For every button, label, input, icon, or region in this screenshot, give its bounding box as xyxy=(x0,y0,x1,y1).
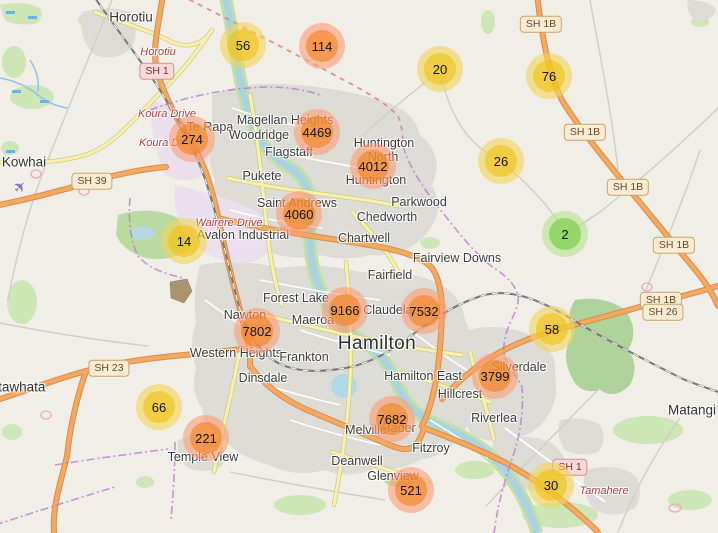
cluster-count: 4012 xyxy=(357,150,389,182)
cluster-marker[interactable]: 4469 xyxy=(294,109,340,155)
cluster-marker[interactable]: 58 xyxy=(529,306,575,352)
cluster-marker[interactable]: 114 xyxy=(299,23,345,69)
cluster-marker[interactable]: 30 xyxy=(528,462,574,508)
cluster-count: 4060 xyxy=(283,198,315,230)
cluster-marker[interactable]: 7682 xyxy=(369,396,415,442)
cluster-marker[interactable]: 521 xyxy=(388,467,434,513)
cluster-count: 26 xyxy=(485,145,517,177)
cluster-marker[interactable]: 56 xyxy=(220,22,266,68)
cluster-marker[interactable]: 7802 xyxy=(234,308,280,354)
cluster-count: 58 xyxy=(536,313,568,345)
cluster-count: 7532 xyxy=(408,295,440,327)
cluster-count: 9166 xyxy=(329,294,361,326)
cluster-marker[interactable]: 4012 xyxy=(350,143,396,189)
cluster-marker[interactable]: 7532 xyxy=(401,288,447,334)
boundaries xyxy=(0,0,524,533)
cluster-count: 66 xyxy=(143,391,175,423)
cluster-count: 56 xyxy=(227,29,259,61)
cluster-marker[interactable]: 66 xyxy=(136,384,182,430)
cluster-count: 20 xyxy=(424,53,456,85)
cluster-count: 30 xyxy=(535,469,567,501)
cluster-marker[interactable]: 26 xyxy=(478,138,524,184)
cluster-count: 14 xyxy=(168,225,200,257)
cluster-count: 114 xyxy=(306,30,338,62)
cluster-count: 3799 xyxy=(479,360,511,392)
cluster-marker[interactable]: 20 xyxy=(417,46,463,92)
cluster-marker[interactable]: 9166 xyxy=(322,287,368,333)
cluster-count: 274 xyxy=(176,123,208,155)
cluster-marker[interactable]: 76 xyxy=(526,53,572,99)
cluster-count: 2 xyxy=(549,218,581,250)
map-details xyxy=(30,169,682,513)
cluster-count: 7682 xyxy=(376,403,408,435)
cluster-marker[interactable]: 274 xyxy=(169,116,215,162)
cluster-count: 4469 xyxy=(301,116,333,148)
cluster-marker[interactable]: 2 xyxy=(542,211,588,257)
cluster-count: 221 xyxy=(190,422,222,454)
cluster-marker[interactable]: 14 xyxy=(161,218,207,264)
cluster-marker[interactable]: 3799 xyxy=(472,353,518,399)
cluster-marker[interactable]: 221 xyxy=(183,415,229,461)
cluster-count: 76 xyxy=(533,60,565,92)
cluster-count: 521 xyxy=(395,474,427,506)
cluster-count: 7802 xyxy=(241,315,273,347)
cluster-marker[interactable]: 4060 xyxy=(276,191,322,237)
